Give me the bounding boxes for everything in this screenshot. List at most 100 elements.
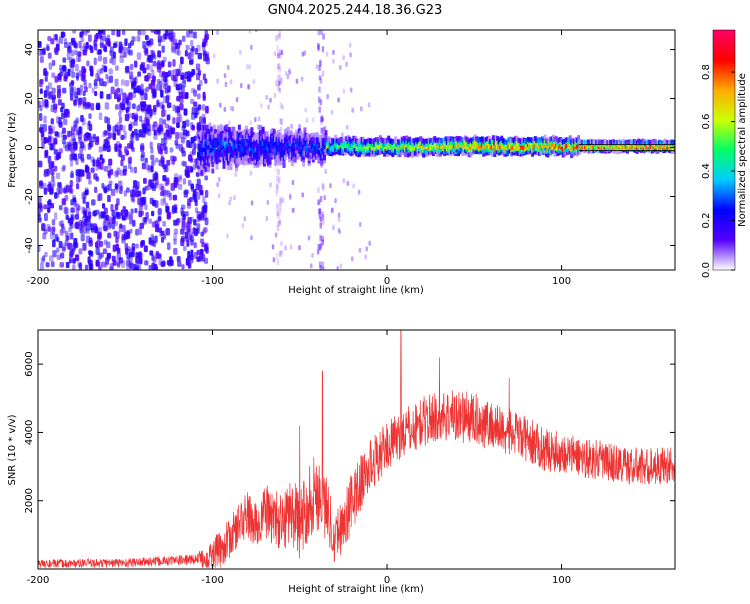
spectrogram-cell [116, 167, 121, 176]
spectrogram-cell [274, 160, 278, 166]
spectrogram-cell [191, 112, 196, 120]
spectrogram-cell [278, 79, 282, 86]
spectrogram-cell [43, 90, 47, 99]
spectrogram-cell [278, 33, 281, 40]
spectrogram-cell [126, 231, 131, 239]
spectrogram-cell [47, 36, 52, 42]
spectrogram-cell [321, 261, 325, 268]
spectrogram-cell [142, 40, 146, 49]
spectrogram-cell [197, 52, 202, 60]
spectrogram-cell [147, 182, 152, 191]
spectrogram-cell [118, 143, 122, 149]
spectrogram-cell [46, 168, 50, 177]
spectrogram-cell [136, 85, 141, 93]
spectrogram-cell [86, 171, 91, 180]
spectrogram-cell [141, 131, 146, 138]
spectrogram-cell [100, 211, 106, 219]
spectrogram-cell [47, 226, 52, 233]
spectrogram-cell [150, 239, 155, 246]
spectrogram-cell [337, 97, 340, 103]
spectrogram-cell [48, 199, 52, 206]
spectrogram-cell [42, 255, 46, 262]
spectrogram-cell [321, 70, 325, 77]
spectrogram-cell [45, 262, 50, 268]
spectrogram-cell [69, 139, 73, 147]
spectrogram-cell [75, 183, 80, 190]
y-tick-label: 0 [24, 144, 35, 150]
spectrogram-cell [70, 37, 76, 44]
spectrogram-cell [233, 130, 237, 136]
spectrogram-cell [58, 221, 62, 227]
spectrogram-cell [82, 101, 87, 107]
spectrogram-cell [162, 220, 167, 227]
spectrogram-cell [105, 73, 109, 79]
spectrogram-cell [133, 120, 138, 126]
spectrogram-cell [74, 50, 78, 56]
spectrogram-cell [111, 209, 116, 217]
spectrogram-cell [40, 257, 45, 263]
spectrogram-cell [173, 247, 178, 255]
spectrogram-cell [247, 84, 251, 90]
spectrogram-cell [99, 34, 104, 41]
spectrogram-cell [58, 241, 63, 249]
spectrogram-cell [190, 183, 194, 190]
spectrogram-cell [144, 108, 148, 117]
spectrogram-cell [157, 145, 162, 153]
spectrogram-cell [75, 169, 80, 177]
spectrogram-cell [303, 50, 307, 56]
spectrogram-cell [95, 102, 101, 110]
spectrogram-cell [278, 87, 282, 93]
spectrogram-cell [165, 95, 170, 104]
spectrogram-cell [151, 69, 155, 77]
spectrogram-cell [124, 113, 130, 122]
spectrogram-cell [68, 227, 72, 233]
spectrogram-cell [73, 124, 78, 132]
spectrogram-cell [81, 192, 85, 200]
spectrogram-cell [320, 30, 323, 35]
spectrogram-cell [44, 102, 49, 109]
spectrogram-cell [86, 60, 90, 67]
spectrogram-cell [265, 134, 269, 140]
spectrogram-cell [80, 141, 85, 149]
spectrogram-cell [201, 118, 206, 127]
spectrogram-cell [89, 65, 94, 72]
spectrogram-cell [55, 192, 59, 199]
spectrogram-cell [78, 90, 82, 96]
spectrogram-cell [64, 207, 69, 215]
spectrogram-cell [276, 175, 279, 182]
spectrogram-cell [80, 45, 84, 52]
spectrogram-cell [204, 35, 208, 43]
spectrogram-cell [200, 211, 205, 218]
spectrogram-cell [368, 240, 371, 246]
spectrogram-cell [265, 215, 269, 221]
spectrogram-cell [140, 83, 144, 92]
spectrogram-cell [241, 223, 245, 229]
spectrogram-cell [277, 220, 280, 227]
spectrogram-cell [121, 233, 126, 241]
spectrogram-cell [284, 70, 288, 76]
spectrogram-cell [293, 157, 297, 163]
spectrogram-cell [72, 264, 76, 270]
spectrogram-cell [317, 199, 321, 206]
spectrogram-cell [180, 137, 185, 144]
spectrogram-cell [74, 214, 80, 220]
spectrogram-cell [491, 135, 495, 141]
spectrogram-cell [205, 128, 209, 134]
spectrogram-cell [248, 64, 252, 70]
spectrogram-cell [122, 125, 126, 133]
spectrogram-cell [95, 247, 100, 255]
spectrogram-cell [186, 140, 191, 148]
colorbar-tick-label: 0.6 [701, 114, 712, 130]
spectrogram-cell [201, 129, 205, 135]
spectrogram-cell [51, 72, 56, 78]
spectrogram-cell [98, 262, 103, 270]
spectrogram-cell [324, 168, 327, 174]
spectrogram-cell [305, 117, 309, 123]
spectrogram-cell [166, 211, 171, 220]
spectrogram-cell [275, 186, 279, 193]
spectrogram-cell [349, 87, 353, 93]
spectrogram-cell [226, 160, 230, 166]
spectrogram-cell [169, 32, 174, 40]
spectrogram-cell [44, 99, 49, 107]
spectrogram-cell [160, 137, 165, 146]
